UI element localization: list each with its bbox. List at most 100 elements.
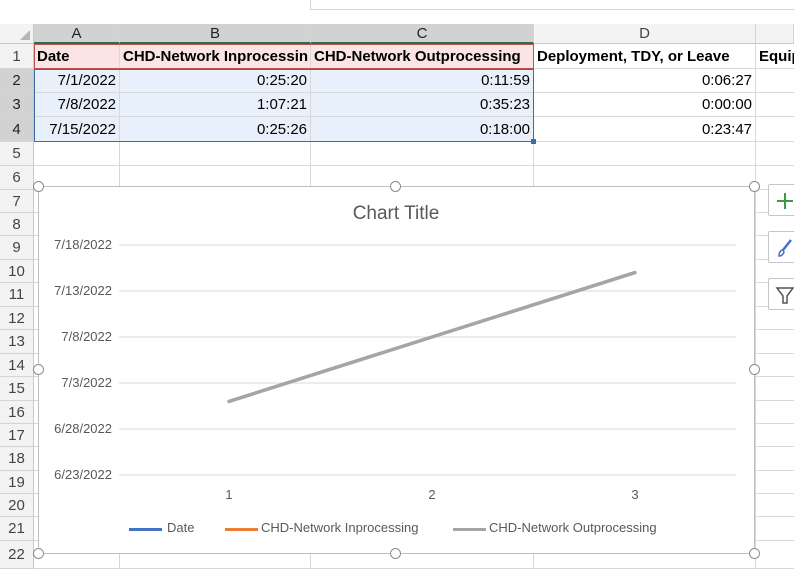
legend-label-inprocessing: CHD-Network Inprocessing <box>261 520 419 535</box>
resize-handle-bottom-left[interactable] <box>33 548 44 559</box>
gridlines <box>119 244 736 476</box>
cell-b3[interactable]: 1:07:21 <box>120 93 311 117</box>
empty-cell[interactable] <box>756 377 794 401</box>
empty-cell[interactable] <box>34 142 120 166</box>
row-header[interactable]: 18 <box>0 447 34 471</box>
legend-swatch-outprocessing <box>453 528 486 531</box>
column-header-b[interactable]: B <box>120 24 311 44</box>
cell-e4[interactable] <box>756 117 794 142</box>
cell-c4[interactable]: 0:18:00 <box>311 117 534 142</box>
cell-a2[interactable]: 7/1/2022 <box>34 69 120 93</box>
row-header[interactable]: 8 <box>0 213 34 236</box>
cell-b2[interactable]: 0:25:20 <box>120 69 311 93</box>
resize-handle-top-right[interactable] <box>749 181 760 192</box>
y-tick-label: 7/18/2022 <box>54 237 112 252</box>
x-axis-ticks: 1 2 3 <box>225 487 638 502</box>
row-header[interactable]: 10 <box>0 260 34 283</box>
column-header-d[interactable]: D <box>534 24 756 44</box>
cell-d2[interactable]: 0:06:27 <box>534 69 756 93</box>
name-box-area <box>310 0 794 10</box>
cell-d4[interactable]: 0:23:47 <box>534 117 756 142</box>
x-tick-label: 3 <box>631 487 638 502</box>
row-header[interactable]: 21 <box>0 517 34 541</box>
row-header[interactable]: 14 <box>0 354 34 377</box>
resize-handle-bottom-right[interactable] <box>749 548 760 559</box>
empty-cell[interactable] <box>756 142 794 166</box>
row-header[interactable]: 6 <box>0 166 34 190</box>
x-tick-label: 1 <box>225 487 232 502</box>
legend-swatch-inprocessing <box>225 528 258 531</box>
empty-cell[interactable] <box>756 517 794 541</box>
row-header[interactable]: 22 <box>0 541 34 569</box>
chart-title[interactable]: Chart Title <box>353 203 440 224</box>
row-header[interactable]: 13 <box>0 330 34 354</box>
select-all-triangle-icon <box>20 30 30 40</box>
row-header[interactable]: 11 <box>0 283 34 307</box>
row-header[interactable]: 7 <box>0 190 34 213</box>
resize-handle-bottom[interactable] <box>390 548 401 559</box>
empty-cell[interactable] <box>756 401 794 424</box>
row-header[interactable]: 2 <box>0 69 34 93</box>
row-header[interactable]: 19 <box>0 471 34 494</box>
empty-cell[interactable] <box>120 142 311 166</box>
resize-handle-top[interactable] <box>390 181 401 192</box>
brush-icon <box>778 239 792 257</box>
resize-handle-left[interactable] <box>33 364 44 375</box>
chart-area[interactable]: Chart Title 7/18/2022 7/13/2022 7/8/2022 7/… <box>38 186 755 554</box>
cell-e1[interactable]: Equip <box>756 44 794 69</box>
cell-c1[interactable]: CHD-Network Outprocessing <box>311 44 534 69</box>
cell-e2[interactable] <box>756 69 794 93</box>
cell-a4[interactable]: 7/15/2022 <box>34 117 120 142</box>
column-header-a[interactable]: A <box>34 24 120 44</box>
y-tick-label: 6/23/2022 <box>54 467 112 482</box>
row-header[interactable]: 20 <box>0 494 34 517</box>
resize-handle-right[interactable] <box>749 364 760 375</box>
row-header[interactable]: 12 <box>0 307 34 330</box>
chart-styles-button[interactable] <box>768 231 794 263</box>
empty-cell[interactable] <box>756 494 794 517</box>
row-header[interactable]: 5 <box>0 142 34 166</box>
line-chart: Chart Title 7/18/2022 7/13/2022 7/8/2022 7/… <box>54 203 736 502</box>
cell-a1[interactable]: Date <box>34 44 120 69</box>
y-tick-label: 7/8/2022 <box>61 329 112 344</box>
column-header-c[interactable]: C <box>311 24 534 44</box>
cell-e3[interactable] <box>756 93 794 117</box>
cell-c2[interactable]: 0:11:59 <box>311 69 534 93</box>
resize-handle-top-left[interactable] <box>33 181 44 192</box>
chart-filters-button[interactable] <box>768 278 794 310</box>
chart-legend[interactable]: Date CHD-Network Inprocessing CHD-Networ… <box>129 520 729 538</box>
cell-b1[interactable]: CHD-Network Inprocessin <box>120 44 311 69</box>
series-lines <box>227 270 637 404</box>
row-header[interactable]: 17 <box>0 424 34 447</box>
cell-a3[interactable]: 7/8/2022 <box>34 93 120 117</box>
cell-d1[interactable]: Deployment, TDY, or Leave <box>534 44 756 69</box>
cell-c3[interactable]: 0:35:23 <box>311 93 534 117</box>
column-header-e[interactable] <box>756 24 794 44</box>
empty-cell[interactable] <box>756 541 794 569</box>
series-line-outprocessing[interactable] <box>227 270 637 404</box>
empty-cell[interactable] <box>756 307 794 330</box>
x-tick-label: 2 <box>428 487 435 502</box>
row-header[interactable]: 4 <box>0 117 34 142</box>
empty-cell[interactable] <box>311 142 534 166</box>
empty-cell[interactable] <box>756 354 794 377</box>
cell-b4[interactable]: 0:25:26 <box>120 117 311 142</box>
row-header[interactable]: 3 <box>0 93 34 117</box>
row-header[interactable]: 9 <box>0 236 34 260</box>
filter-icon <box>775 287 794 304</box>
empty-cell[interactable] <box>534 142 756 166</box>
y-tick-label: 7/13/2022 <box>54 283 112 298</box>
empty-cell[interactable] <box>756 447 794 471</box>
empty-cell[interactable] <box>756 471 794 494</box>
row-header[interactable]: 16 <box>0 401 34 424</box>
empty-cell[interactable] <box>756 424 794 447</box>
empty-cell[interactable] <box>756 330 794 354</box>
row-header[interactable]: 1 <box>0 44 34 69</box>
fill-handle-icon[interactable] <box>531 139 536 144</box>
cell-d3[interactable]: 0:00:00 <box>534 93 756 117</box>
legend-swatch-date <box>129 528 162 531</box>
chart-elements-button[interactable] <box>768 184 794 216</box>
y-tick-label: 7/3/2022 <box>61 375 112 390</box>
row-header[interactable]: 15 <box>0 377 34 401</box>
plus-icon <box>777 193 793 209</box>
